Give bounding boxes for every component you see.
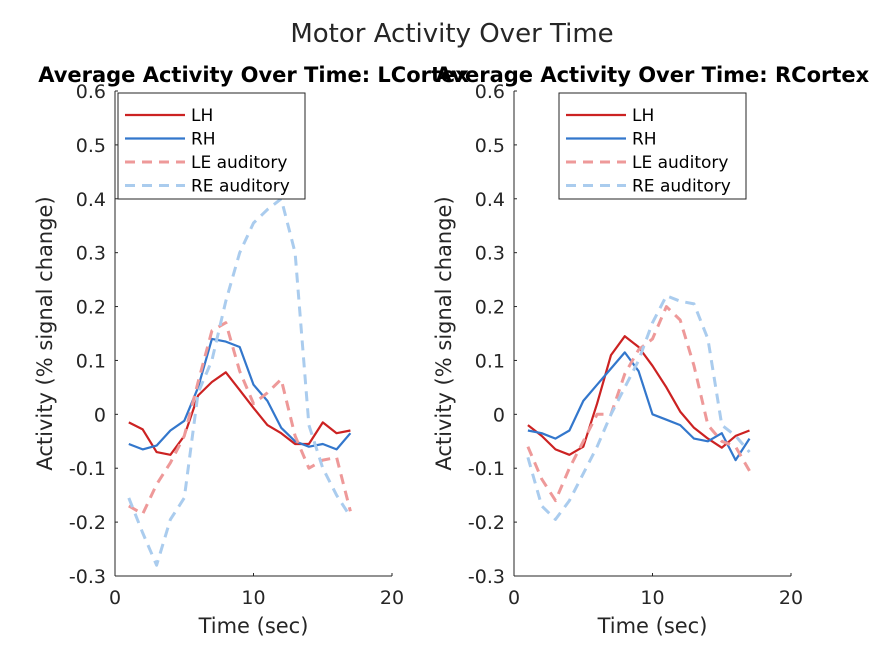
legend-label: RH (191, 130, 216, 150)
legend-label: LH (632, 106, 654, 126)
series-line-rh (128, 337, 352, 451)
x-tick-label: 0 (109, 587, 121, 609)
y-tick-label: 0.4 (475, 189, 505, 211)
panel-title: Average Activity Over Time: LCortex (38, 63, 469, 87)
legend-label: RH (632, 130, 657, 150)
x-tick-label: 0 (508, 587, 520, 609)
y-tick-label: 0.1 (475, 350, 505, 372)
figure-suptitle: Motor Activity Over Time (290, 19, 613, 49)
y-tick-label: 0.4 (76, 189, 106, 211)
panel-title: Average Activity Over Time: RCortex (436, 63, 870, 87)
y-tick-label: -0.2 (69, 512, 106, 534)
y-axis-label: Activity (% signal change) (432, 196, 456, 470)
y-tick-label: -0.1 (468, 458, 505, 480)
series-line-le-auditory (128, 321, 352, 516)
y-tick-label: 0.6 (475, 81, 505, 103)
y-tick-label: 0.2 (475, 297, 505, 319)
series-line-lh (527, 335, 750, 456)
y-tick-label: 0 (94, 404, 106, 426)
y-tick-label: 0.3 (76, 243, 106, 265)
left-cortex-panel: Average Activity Over Time: LCortex -0.3 -… (33, 63, 469, 638)
y-tick-label: 0.5 (475, 135, 505, 157)
y-tick-label: 0.5 (76, 135, 106, 157)
series-line-re-auditory (127, 197, 352, 567)
legend-box (558, 92, 747, 200)
right-cortex-panel: Average Activity Over Time: RCortex -0.3 -… (432, 63, 870, 638)
series-line-le-auditory (526, 305, 751, 503)
y-tick-label: 0.6 (76, 81, 106, 103)
x-tick-label: 10 (640, 587, 664, 609)
series-line-rh (527, 351, 751, 462)
y-tick-label: -0.2 (468, 512, 505, 534)
x-tick-label: 10 (241, 587, 265, 609)
legend-label: LE auditory (632, 153, 728, 173)
legend-label: RE auditory (632, 177, 731, 197)
y-tick-label: -0.1 (69, 458, 106, 480)
series-line-re-auditory (526, 294, 751, 521)
y-tick-label: 0 (493, 404, 505, 426)
series-line-lh (128, 371, 351, 456)
y-tick-label: -0.3 (468, 566, 505, 588)
x-tick-label: 20 (380, 587, 404, 609)
legend-label: RE auditory (191, 177, 290, 197)
y-tick-label: -0.3 (69, 566, 106, 588)
x-tick-label: 20 (779, 587, 803, 609)
legend-label: LH (191, 106, 213, 126)
legend-label: LE auditory (191, 153, 287, 173)
legend-box (117, 92, 306, 200)
y-tick-label: 0.2 (76, 297, 106, 319)
x-axis-label: Time (sec) (198, 614, 309, 638)
x-axis-label: Time (sec) (597, 614, 708, 638)
y-tick-label: 0.1 (76, 350, 106, 372)
y-tick-label: 0.3 (475, 243, 505, 265)
y-axis-label: Activity (% signal change) (33, 196, 57, 470)
